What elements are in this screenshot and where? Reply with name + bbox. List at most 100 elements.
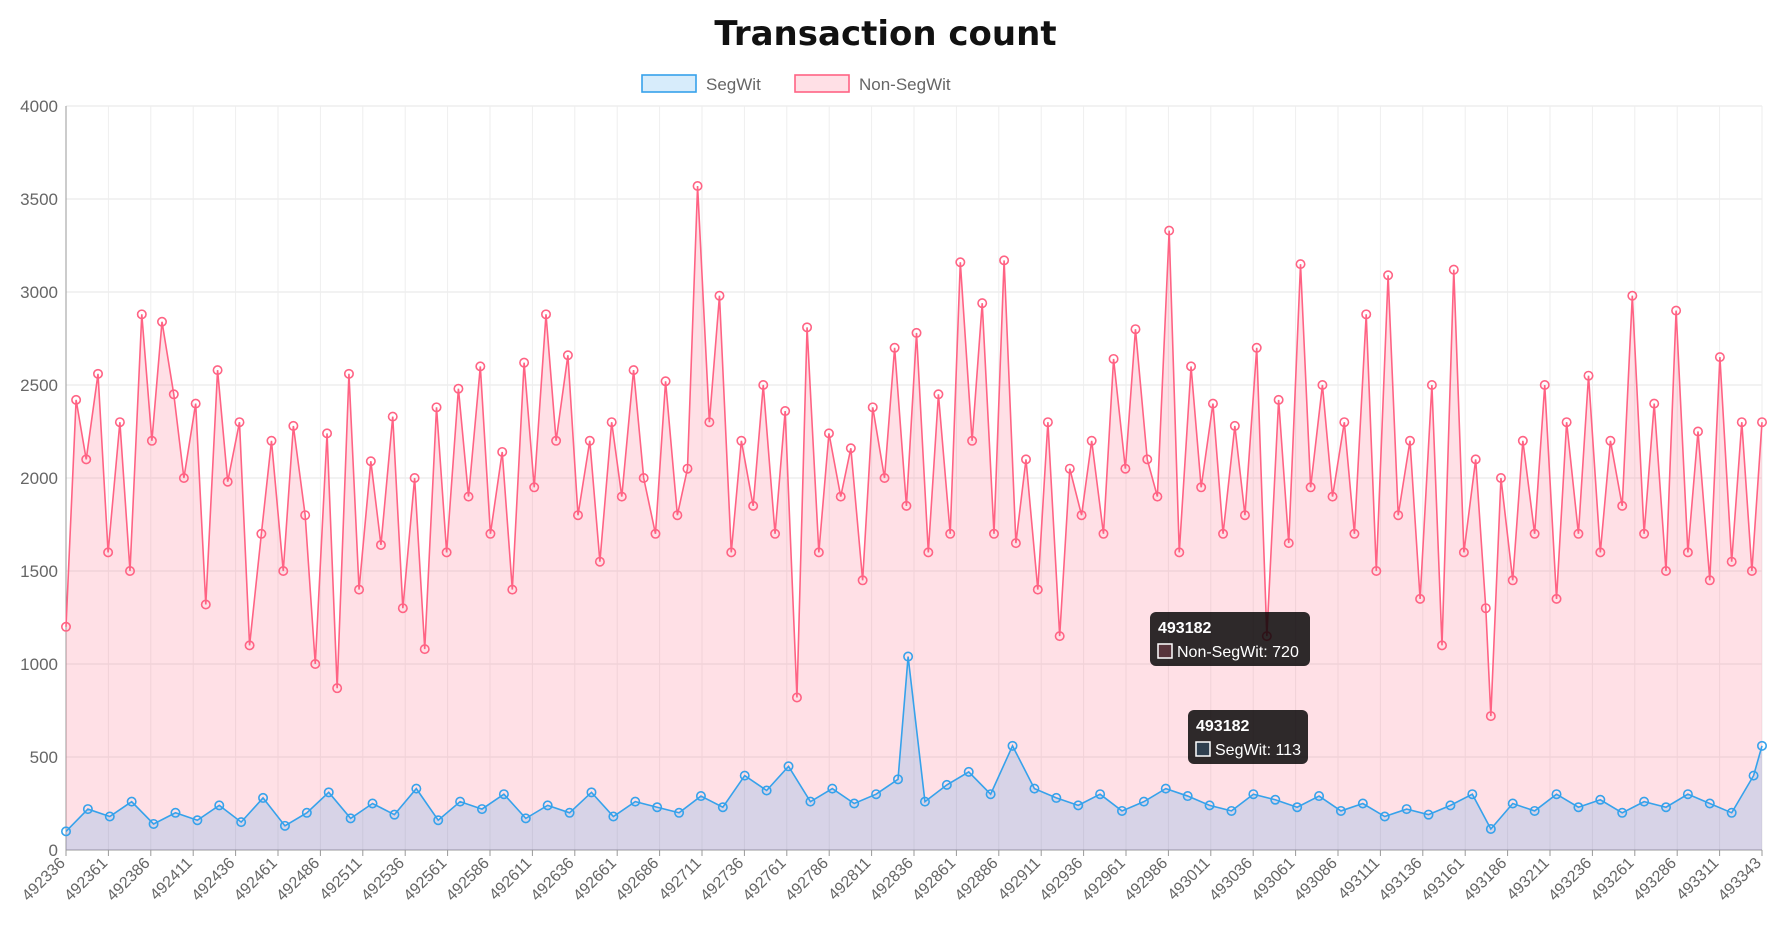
- data-point: [1054, 631, 1065, 642]
- x-tick-label: 492736: [697, 855, 747, 905]
- data-point: [1283, 538, 1294, 549]
- x-tick-label: 492436: [189, 855, 239, 905]
- data-point: [397, 603, 408, 614]
- data-point: [988, 528, 999, 539]
- data-point: [1415, 593, 1426, 604]
- data-point: [1086, 435, 1097, 446]
- data-point: [1064, 463, 1075, 474]
- data-point: [190, 398, 201, 409]
- data-point: [594, 556, 605, 567]
- data-point: [1196, 482, 1207, 493]
- data-point: [1693, 426, 1704, 437]
- data-point: [608, 811, 619, 822]
- x-tick-label: 493111: [1335, 855, 1383, 903]
- series-area: [66, 656, 1762, 850]
- data-point: [1379, 811, 1390, 822]
- data-point: [849, 798, 860, 809]
- data-point: [638, 472, 649, 483]
- data-point: [1152, 491, 1163, 502]
- data-point: [323, 787, 334, 798]
- data-point: [1529, 805, 1540, 816]
- data-point: [1736, 417, 1747, 428]
- data-point: [945, 528, 956, 539]
- data-point: [367, 798, 378, 809]
- data-point: [919, 796, 930, 807]
- data-point: [1117, 805, 1128, 816]
- data-point: [498, 789, 509, 800]
- data-point: [791, 692, 802, 703]
- x-tick-label: 492711: [656, 855, 705, 904]
- data-point: [805, 796, 816, 807]
- data-point: [1448, 264, 1459, 275]
- data-point: [178, 472, 189, 483]
- data-point: [1108, 353, 1119, 364]
- chart-title: Transaction count: [714, 14, 1057, 54]
- data-point: [901, 500, 912, 511]
- data-point: [114, 417, 125, 428]
- data-point: [365, 456, 376, 467]
- x-tick-label: 493186: [1461, 855, 1511, 905]
- data-point: [409, 472, 420, 483]
- data-point: [748, 500, 759, 511]
- data-point: [879, 472, 890, 483]
- data-point: [520, 813, 531, 824]
- x-tick-label: 493061: [1249, 855, 1299, 905]
- data-point: [616, 491, 627, 502]
- data-point: [1583, 370, 1594, 381]
- data-point: [441, 547, 452, 558]
- data-point: [301, 807, 312, 818]
- data-point: [375, 539, 386, 550]
- data-point: [343, 368, 354, 379]
- x-tick-label: 493036: [1206, 855, 1256, 905]
- y-tick-label: 3000: [20, 283, 58, 302]
- data-point: [170, 807, 181, 818]
- data-point: [704, 417, 715, 428]
- data-point: [431, 402, 442, 413]
- data-point: [1748, 770, 1759, 781]
- data-point: [1517, 435, 1528, 446]
- data-point: [453, 383, 464, 394]
- y-tick-label: 0: [49, 841, 58, 860]
- x-tick-label: 493236: [1545, 855, 1595, 905]
- data-point: [761, 785, 772, 796]
- tooltip-title: 493182: [1196, 718, 1249, 735]
- data-point: [977, 298, 988, 309]
- data-point: [1314, 791, 1325, 802]
- x-tick-label: 492761: [740, 855, 790, 905]
- data-point: [1682, 547, 1693, 558]
- x-tick-label: 492961: [1079, 855, 1129, 905]
- data-point: [941, 779, 952, 790]
- data-point: [1485, 823, 1496, 834]
- data-point: [660, 376, 671, 387]
- data-point: [1305, 482, 1316, 493]
- data-point: [1076, 510, 1087, 521]
- x-tick-label: 492536: [358, 855, 408, 905]
- data-point: [136, 309, 147, 320]
- data-point: [889, 342, 900, 353]
- data-point: [419, 644, 430, 655]
- data-point: [463, 491, 474, 502]
- data-point: [1339, 417, 1350, 428]
- data-point: [1130, 324, 1141, 335]
- x-tick-label: 492911: [995, 855, 1044, 904]
- data-point: [783, 761, 794, 772]
- x-tick-label: 492886: [952, 855, 1002, 905]
- data-point: [157, 316, 168, 327]
- legend-swatch: [794, 74, 850, 93]
- data-point: [1639, 796, 1650, 807]
- data-point: [1437, 640, 1448, 651]
- data-point: [1595, 794, 1606, 805]
- data-point: [389, 809, 400, 820]
- data-point: [695, 791, 706, 802]
- x-tick-label: 493011: [1165, 855, 1214, 904]
- data-point: [1704, 798, 1715, 809]
- data-point: [1714, 352, 1725, 363]
- data-point: [562, 350, 573, 361]
- data-point: [1467, 789, 1478, 800]
- data-point: [1573, 528, 1584, 539]
- data-point: [455, 796, 466, 807]
- y-tick-label: 2000: [20, 469, 58, 488]
- data-point: [1073, 800, 1084, 811]
- data-point: [1627, 290, 1638, 301]
- data-point: [1704, 575, 1715, 586]
